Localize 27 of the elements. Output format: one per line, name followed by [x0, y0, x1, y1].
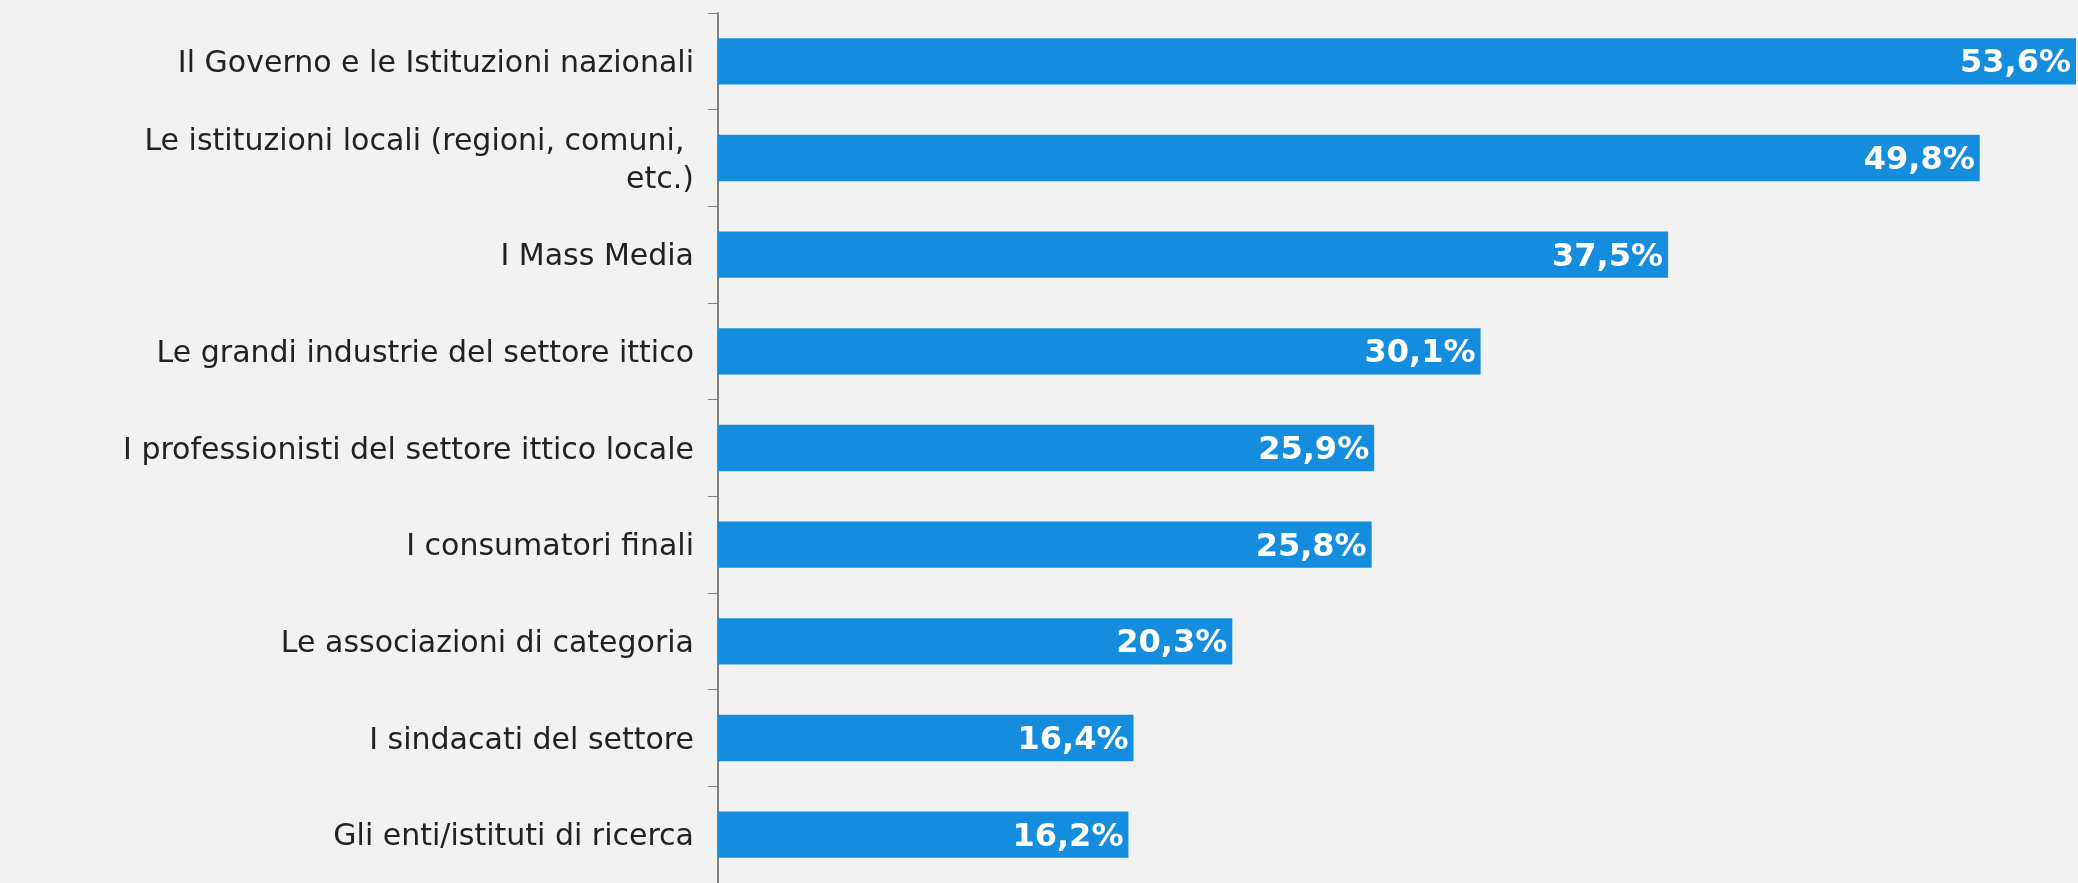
- data-label: 37,5%: [1552, 235, 1664, 274]
- data-label: 30,1%: [1364, 332, 1476, 371]
- data-label: 20,3%: [1116, 622, 1228, 661]
- bar: [718, 811, 1129, 858]
- bar: [718, 231, 1669, 278]
- y-tick-label: Il Governo e le Istituzioni nazionali: [177, 43, 694, 79]
- bar: [718, 424, 1375, 472]
- bar: [718, 521, 1372, 568]
- bar: [718, 134, 1980, 182]
- bar: [718, 38, 2076, 85]
- bar: [718, 618, 1233, 665]
- y-tick-label: I professionisti del settore ittico locale: [123, 430, 694, 466]
- data-label: 25,9%: [1258, 429, 1370, 467]
- data-label: 25,8%: [1255, 525, 1367, 564]
- data-label: 49,8%: [1863, 139, 1975, 177]
- bar: [718, 714, 1134, 762]
- data-label: 16,2%: [1012, 815, 1124, 854]
- y-tick-label: Le istituzioni locali (regioni, comuni, etc.): [144, 121, 694, 195]
- bar: [718, 328, 1481, 375]
- y-tick-label: Gli enti/istituti di ricerca: [333, 817, 694, 853]
- y-tick-label: I Mass Media: [500, 237, 694, 273]
- y-tick-label: I consumatori finali: [406, 527, 694, 563]
- y-tick-label: Le grandi industrie del settore ittico: [156, 333, 694, 369]
- data-label: 53,6%: [1959, 42, 2071, 81]
- data-label: 16,4%: [1017, 719, 1129, 757]
- y-tick-label: Le associazioni di categoria: [280, 623, 694, 659]
- y-tick-label: I sindacati del settore: [369, 720, 694, 756]
